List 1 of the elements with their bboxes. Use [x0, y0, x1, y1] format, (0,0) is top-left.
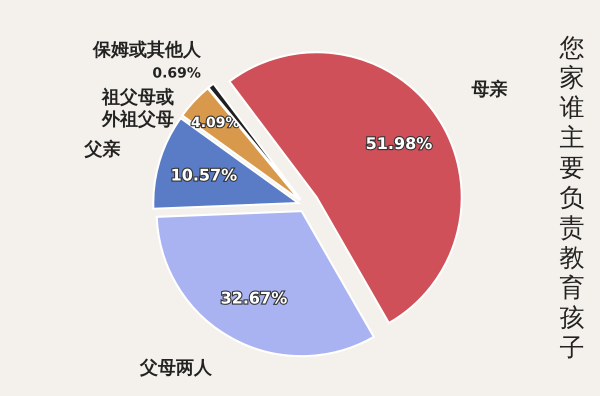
title: 您家谁主要负责教育孩子 — [560, 33, 584, 362]
